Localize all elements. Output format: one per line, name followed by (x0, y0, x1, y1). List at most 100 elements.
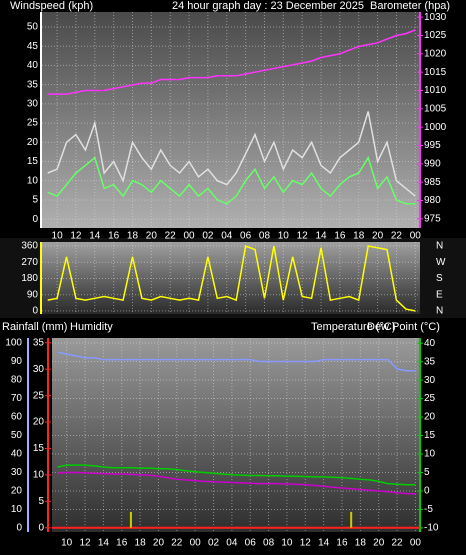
line (57, 464, 416, 486)
x-tick-label: 12 (297, 231, 309, 242)
y3-tick-label: 25 (33, 390, 45, 401)
x-tick-label: 14 (318, 538, 330, 549)
x-tick-label: 20 (372, 231, 384, 242)
x-tick-label: 22 (165, 231, 177, 242)
y2-tick-label: 1015 (424, 67, 447, 78)
y3-tick-label: 15 (33, 443, 45, 454)
y-tick-label: 70 (11, 393, 23, 404)
y-tick-label: 80 (11, 375, 23, 386)
y-tick-label: 180 (21, 273, 38, 284)
y2-tick-label: 5 (424, 467, 430, 478)
y-tick-label: 25 (27, 118, 39, 129)
x-tick-label: 02 (208, 538, 220, 549)
x-tick-label: 14 (89, 231, 101, 242)
y2-tick-label: 15 (424, 430, 436, 441)
x-tick-label: 22 (171, 538, 183, 549)
y2-axis-label: Barometer (hpa) (370, 0, 450, 12)
x-tick-label: 18 (353, 231, 365, 242)
y-tick-label: 50 (11, 430, 23, 441)
x-tick-label: 00 (183, 231, 195, 242)
bar (129, 511, 132, 528)
y-tick-label: 40 (11, 449, 23, 460)
legend-entry: Temperature (°C) (311, 321, 395, 333)
y2-tick-label: 10 (424, 449, 436, 460)
x-tick-label: 20 (153, 538, 165, 549)
y-tick-label: 40 (27, 60, 39, 71)
x-tick-label: 18 (355, 538, 367, 549)
legend-entry: Dew Point (°C) (367, 321, 440, 333)
legend-entry: Humidity (70, 321, 113, 333)
y2-tick-label: 980 (424, 195, 441, 206)
line (47, 244, 416, 312)
x-tick-label: 06 (240, 231, 252, 242)
y2-tick-label: 20 (424, 412, 436, 423)
y-tick-label: 90 (11, 356, 23, 367)
y2-tick-label: 30 (424, 375, 436, 386)
x-tick-label: 00 (410, 231, 422, 242)
y2-tick-label: 35 (424, 356, 436, 367)
x-tick-label: 12 (79, 538, 91, 549)
line (47, 111, 416, 197)
y-tick-label: 30 (11, 467, 23, 478)
x-tick-label: 02 (202, 231, 214, 242)
y-tick-label: 360 (21, 241, 38, 252)
line (47, 155, 416, 205)
y2-tick-label: N (436, 241, 443, 252)
line (57, 351, 416, 372)
x-tick-label: 12 (70, 231, 82, 242)
y-tick-label: 270 (21, 257, 38, 268)
y-tick-label: 35 (27, 79, 39, 90)
y3-tick-label: 10 (33, 470, 45, 481)
y-tick-label: 45 (27, 41, 39, 52)
y3-tick-label: 5 (38, 496, 44, 507)
y3-tick-label: 30 (33, 364, 45, 375)
x-tick-label: 20 (146, 231, 158, 242)
y2-tick-label: E (436, 289, 443, 300)
y3-tick-label: 35 (33, 337, 45, 348)
x-tick-label: 18 (135, 538, 147, 549)
y2-tick-label: 0 (424, 486, 430, 497)
x-tick-label: 22 (391, 231, 403, 242)
y-tick-label: 30 (27, 98, 39, 109)
y-tick-label: 0 (32, 306, 38, 317)
y2-tick-label: 25 (424, 393, 436, 404)
x-tick-label: 10 (61, 538, 73, 549)
y2-tick-label: 990 (424, 158, 441, 169)
y2-tick-label: 1010 (424, 85, 447, 96)
y3-tick-label: 20 (33, 417, 45, 428)
plot-area (42, 12, 420, 228)
y-tick-label: 20 (27, 137, 39, 148)
line (57, 471, 416, 495)
x-tick-label: 00 (410, 538, 422, 549)
x-tick-label: 00 (190, 538, 202, 549)
x-tick-label: 14 (315, 231, 327, 242)
x-tick-label: 16 (108, 231, 120, 242)
x-tick-label: 08 (263, 538, 275, 549)
legend-entry: Rainfall (mm) (2, 321, 67, 333)
x-tick-label: 20 (373, 538, 385, 549)
bar (350, 511, 353, 528)
y-tick-label: 0 (32, 214, 38, 225)
y2-tick-label: 985 (424, 177, 441, 188)
y-tick-label: 100 (5, 338, 22, 349)
x-tick-label: 10 (52, 231, 64, 242)
x-tick-label: 22 (391, 538, 403, 549)
x-tick-label: 04 (226, 538, 238, 549)
x-tick-label: 08 (259, 231, 271, 242)
y-tick-label: 10 (11, 504, 23, 515)
x-tick-label: 18 (127, 231, 139, 242)
y-tick-label: 50 (27, 22, 39, 33)
y2-tick-label: 1005 (424, 103, 447, 114)
y2-tick-label: N (436, 306, 443, 317)
chart-title: 24 hour graph day : 23 December 2025 (172, 0, 364, 12)
x-tick-label: 16 (336, 538, 348, 549)
x-tick-label: 10 (278, 231, 290, 242)
y-tick-label: 0 (16, 523, 22, 534)
line (47, 29, 416, 95)
y-tick-label: 90 (27, 289, 39, 300)
x-tick-label: 16 (116, 538, 128, 549)
y-axis-label: Windspeed (kph) (10, 0, 93, 12)
x-tick-label: 10 (281, 538, 293, 549)
y2-tick-label: 975 (424, 213, 441, 224)
